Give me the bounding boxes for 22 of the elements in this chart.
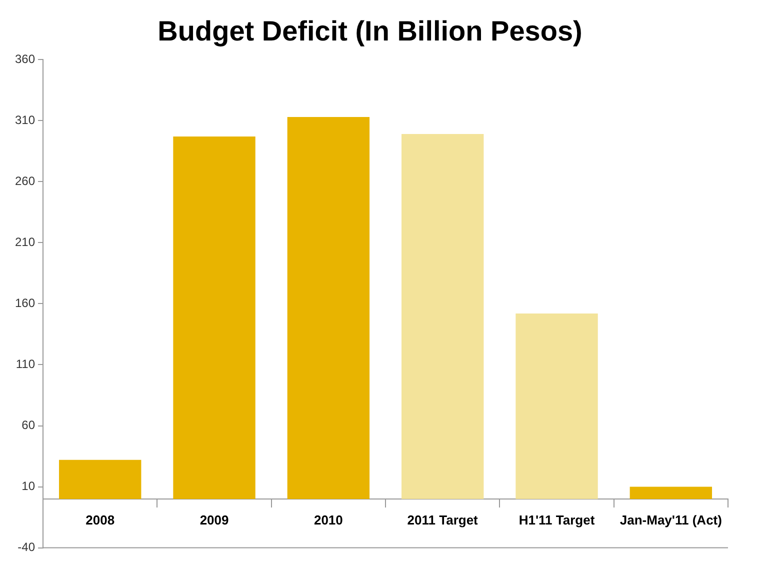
x-tick-label: H1'11 Target [518,512,596,528]
y-tick-label: 360 [14,52,36,66]
bar [630,486,712,499]
chart-title: Budget Deficit (In Billion Pesos) [158,16,582,47]
bar [59,460,142,499]
bar [516,313,598,499]
bar [287,116,370,499]
y-tick-label: 160 [14,296,36,310]
x-tick-label: 2008 [86,512,115,528]
x-tick-label: 2011 Target [407,512,479,528]
y-tick-label: 10 [22,479,36,494]
y-tick-label: 310 [14,112,36,127]
y-tick-label: 260 [14,174,36,188]
y-tick-label: -40 [18,540,36,554]
bar [401,134,484,499]
y-tick-label: 60 [22,418,36,432]
bar [173,136,256,499]
x-tick-label: 2010 [314,512,343,528]
x-tick-label: 2009 [200,512,229,528]
y-tick-label: 110 [16,357,36,372]
x-tick-label: Jan-May'11 (Act) [620,512,722,528]
y-tick-label: 210 [14,234,36,249]
